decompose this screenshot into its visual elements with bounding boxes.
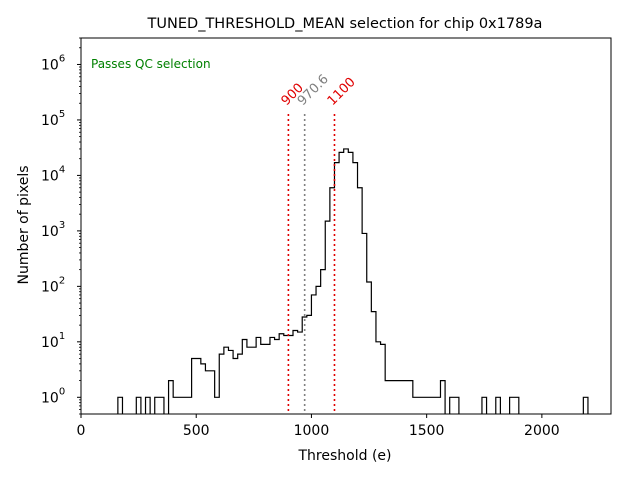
x-tick-label: 1500 [409, 423, 445, 439]
chart-title: TUNED_THRESHOLD_MEAN selection for chip … [147, 16, 543, 32]
axes-frame [80, 37, 612, 415]
qc-annotation: Passes QC selection [91, 57, 211, 71]
x-tick-label: 2000 [524, 423, 560, 439]
y-tick-label: 106 [41, 53, 65, 73]
x-axis-label: Threshold (e) [298, 448, 392, 464]
x-tick-label: 500 [183, 423, 210, 439]
y-tick-label: 105 [41, 109, 65, 129]
y-tick-label: 100 [41, 386, 65, 406]
y-axis-label: Number of pixels [16, 165, 32, 284]
y-tick-label: 104 [41, 164, 65, 184]
x-tick-label: 0 [77, 423, 86, 439]
y-tick-label: 103 [41, 220, 65, 240]
y-tick-label: 101 [41, 331, 65, 351]
x-tick-label: 1000 [294, 423, 330, 439]
y-tick-label: 102 [41, 275, 65, 295]
histogram-series [117, 148, 589, 414]
